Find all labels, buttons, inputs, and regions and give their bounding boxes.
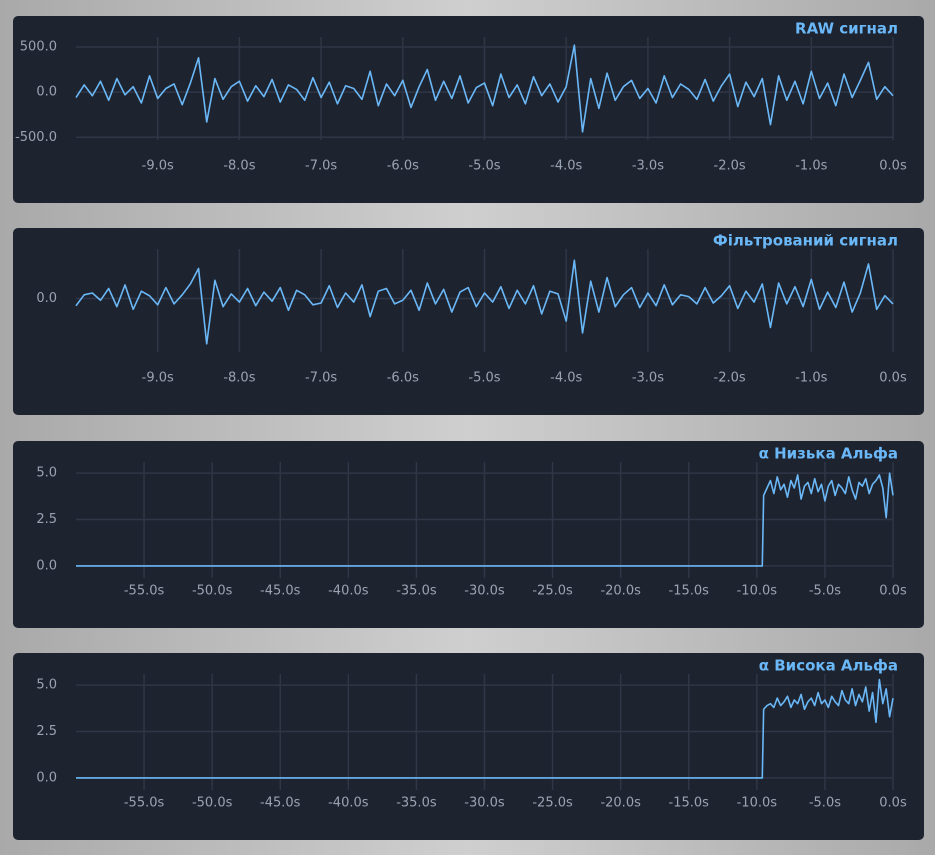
x-tick-label: -10.0s xyxy=(737,584,778,599)
x-tick-label: 0.0s xyxy=(879,584,907,599)
y-tick-label: -500.0 xyxy=(15,130,57,145)
x-tick-label: -1.0s xyxy=(795,159,827,174)
x-tick-label: -8.0s xyxy=(223,159,255,174)
x-tick-label: -6.0s xyxy=(387,159,419,174)
x-tick-label: -20.0s xyxy=(600,584,641,599)
x-tick-label: -8.0s xyxy=(223,371,255,386)
x-tick-label: -20.0s xyxy=(600,796,641,811)
chart-title: α Висока Альфа xyxy=(759,657,898,675)
x-tick-label: -15.0s xyxy=(669,796,710,811)
x-tick-label: -5.0s xyxy=(468,159,500,174)
x-tick-label: -5.0s xyxy=(468,371,500,386)
chart-title: RAW сигнал xyxy=(795,20,898,38)
x-tick-label: -4.0s xyxy=(550,371,582,386)
x-tick-label: -9.0s xyxy=(142,159,174,174)
y-tick-label: 0.0 xyxy=(36,85,57,100)
signal-line xyxy=(75,259,894,345)
x-tick-label: -35.0s xyxy=(396,584,437,599)
y-tick-label: 500.0 xyxy=(20,39,57,54)
x-tick-label: -6.0s xyxy=(387,371,419,386)
x-tick-label: -3.0s xyxy=(632,371,664,386)
x-tick-label: -7.0s xyxy=(305,371,337,386)
x-tick-label: 0.0s xyxy=(879,796,907,811)
y-tick-label: 5.0 xyxy=(36,466,57,481)
x-tick-label: -45.0s xyxy=(260,584,301,599)
x-tick-label: -45.0s xyxy=(260,796,301,811)
y-tick-label: 0.0 xyxy=(36,770,57,785)
x-tick-label: -25.0s xyxy=(532,796,573,811)
x-tick-label: -7.0s xyxy=(305,159,337,174)
x-tick-label: -35.0s xyxy=(396,796,437,811)
x-tick-label: -15.0s xyxy=(669,584,710,599)
x-tick-label: -25.0s xyxy=(532,584,573,599)
panel xyxy=(13,653,924,840)
signal-line xyxy=(75,44,894,133)
x-tick-label: 0.0s xyxy=(879,159,907,174)
x-tick-label: -40.0s xyxy=(328,584,369,599)
x-tick-label: -2.0s xyxy=(714,371,746,386)
x-tick-label: -30.0s xyxy=(464,796,505,811)
x-tick-label: -55.0s xyxy=(124,584,165,599)
panel xyxy=(13,228,924,415)
x-tick-label: -4.0s xyxy=(550,159,582,174)
x-tick-label: -50.0s xyxy=(192,796,233,811)
y-tick-label: 2.5 xyxy=(36,724,57,739)
panel xyxy=(13,16,924,203)
chart-title: Фільтрований сигнал xyxy=(713,232,898,250)
y-tick-label: 0.0 xyxy=(36,558,57,573)
x-tick-label: -3.0s xyxy=(632,159,664,174)
x-tick-label: -2.0s xyxy=(714,159,746,174)
x-tick-label: 0.0s xyxy=(879,371,907,386)
x-tick-label: -10.0s xyxy=(737,796,778,811)
x-tick-label: -55.0s xyxy=(124,796,165,811)
y-tick-label: 5.0 xyxy=(36,678,57,693)
x-tick-label: -5.0s xyxy=(809,584,841,599)
y-tick-label: 0.0 xyxy=(36,291,57,306)
signal-line xyxy=(76,678,894,779)
x-tick-label: -9.0s xyxy=(142,371,174,386)
signal-line xyxy=(76,472,894,567)
x-tick-label: -40.0s xyxy=(328,796,369,811)
panel xyxy=(13,441,924,628)
x-tick-label: -1.0s xyxy=(795,371,827,386)
x-tick-label: -30.0s xyxy=(464,584,505,599)
y-tick-label: 2.5 xyxy=(36,512,57,527)
x-tick-label: -50.0s xyxy=(192,584,233,599)
chart-title: α Низька Альфа xyxy=(759,445,898,463)
x-tick-label: -5.0s xyxy=(809,796,841,811)
